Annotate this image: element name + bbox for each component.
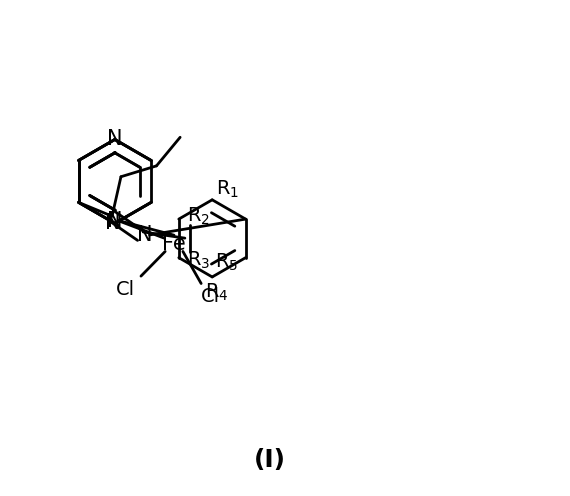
Text: N: N bbox=[107, 129, 123, 149]
Text: R$_2$: R$_2$ bbox=[187, 205, 210, 227]
Text: R$_3$: R$_3$ bbox=[187, 250, 210, 271]
Text: N: N bbox=[107, 211, 123, 231]
Text: Cl: Cl bbox=[116, 280, 135, 300]
Text: R$_4$: R$_4$ bbox=[205, 282, 229, 304]
Text: (I): (I) bbox=[254, 448, 286, 472]
Text: R$_5$: R$_5$ bbox=[215, 252, 238, 273]
Text: Cl: Cl bbox=[201, 287, 219, 306]
Text: R$_1$: R$_1$ bbox=[217, 178, 239, 199]
Text: Fe: Fe bbox=[162, 234, 186, 254]
Text: N: N bbox=[105, 213, 120, 233]
Text: N: N bbox=[137, 225, 152, 245]
